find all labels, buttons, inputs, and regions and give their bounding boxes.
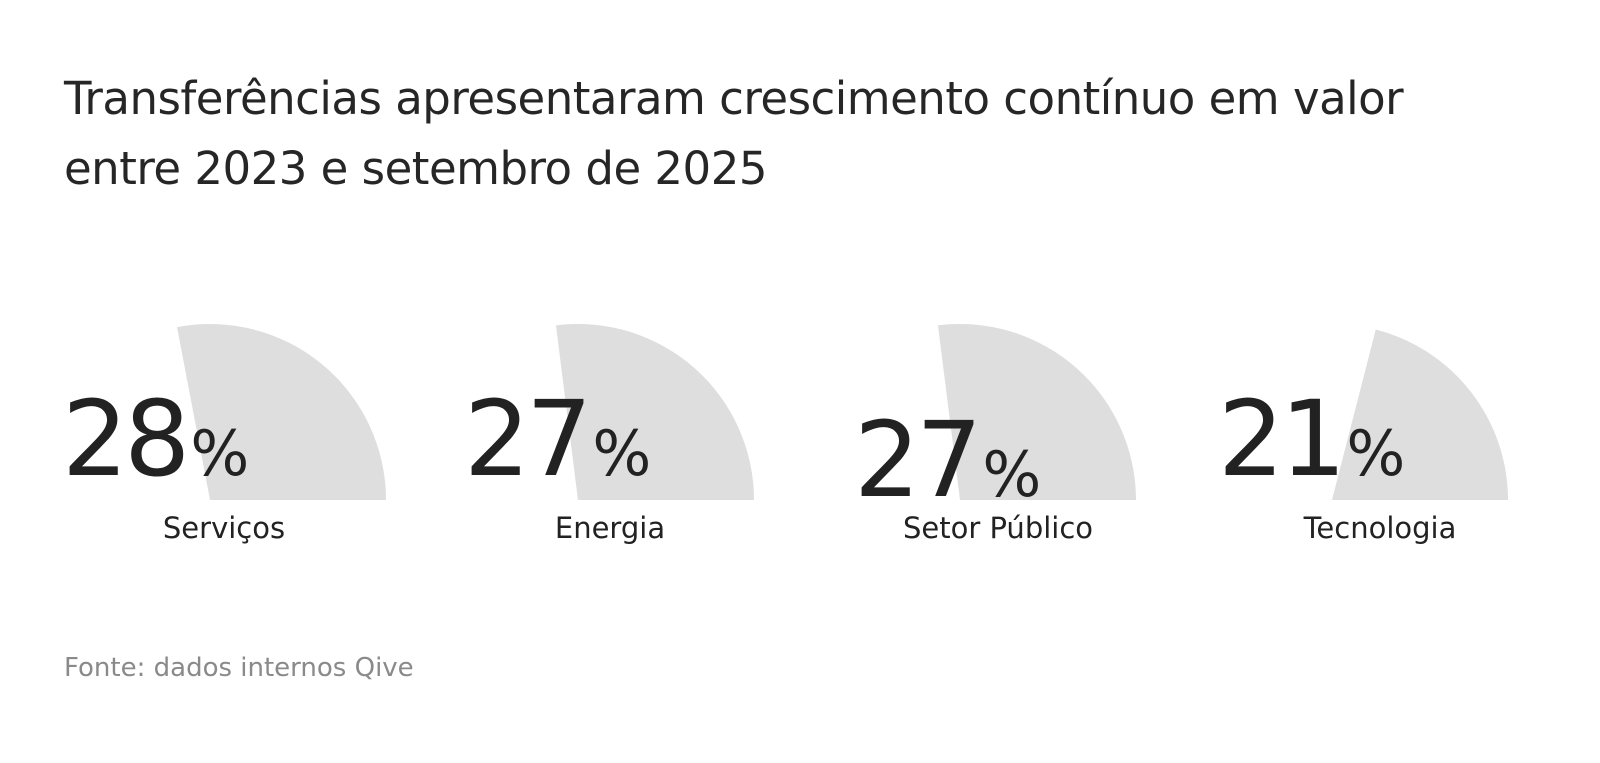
source-note: Fonte: dados internos Qive	[64, 653, 414, 683]
sector-wedge-1	[177, 324, 386, 500]
value-label-2: 27%	[464, 378, 648, 500]
value-label-3: 27%	[854, 399, 1038, 521]
category-label-1: Serviços	[163, 511, 285, 545]
value-label-4: 21%	[1218, 378, 1402, 500]
sector-wedge-3	[937, 324, 1136, 500]
sector-wedge-4	[1332, 329, 1508, 500]
value-label-1: 28%	[62, 378, 246, 500]
category-label-2: Energia	[555, 511, 665, 545]
chart-title: Transferências apresentaram crescimento …	[64, 72, 1404, 195]
category-label-3: Setor Público	[903, 511, 1093, 545]
category-label-4: Tecnologia	[1303, 511, 1457, 545]
sector-wedge-2	[555, 324, 754, 500]
